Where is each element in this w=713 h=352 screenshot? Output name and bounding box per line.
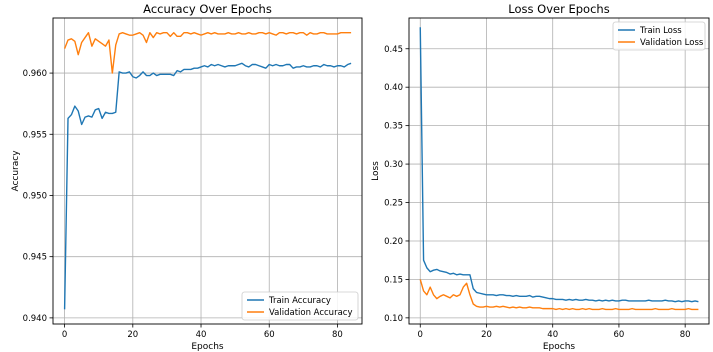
accuracy-axes-frame: [52, 17, 363, 325]
loss-ytick-label-1: 0.15: [384, 275, 403, 285]
accuracy-xtick-label-3: 60: [264, 330, 275, 340]
loss-series-line-0: [419, 27, 699, 303]
accuracy-ytick-label-4: 0.960: [23, 69, 47, 79]
loss-ytick-label-7: 0.45: [384, 45, 403, 55]
loss-ytick-label-3: 0.25: [384, 199, 403, 209]
loss-series-line-1: [419, 279, 699, 311]
accuracy-plot-area: [53, 18, 362, 324]
loss-y-axis-label: Loss: [371, 161, 381, 181]
accuracy-series-line-1: [63, 31, 352, 74]
charts-root: 0 20 40 60 80 0.940 0.945 0.950 0.955 0.960 Accura…: [11, 2, 710, 352]
accuracy-legend-label-1: Validation Accuracy: [269, 308, 352, 318]
loss-xtick-label-3: 60: [614, 330, 625, 340]
loss-ytick-label-6: 0.40: [384, 83, 403, 93]
accuracy-ytick-label-1: 0.945: [23, 253, 47, 263]
loss-xtick-label-4: 80: [680, 330, 691, 340]
loss-chart-title: Loss Over Epochs: [508, 2, 609, 16]
loss-xtick-label-1: 20: [481, 330, 492, 340]
accuracy-series-line-0: [63, 62, 352, 310]
loss-ytick-label-2: 0.20: [384, 237, 403, 247]
accuracy-legend: Train Accuracy Validation Accuracy: [241, 291, 359, 321]
loss-chart: 0 20 40 60 80 0.10 0.15 0.20 0.25 0.30 0.35 0.40 0.4…: [371, 2, 710, 352]
loss-legend: Train Loss Validation Loss: [612, 21, 706, 51]
accuracy-ytick-label-2: 0.950: [23, 191, 47, 201]
accuracy-ytick-label-3: 0.955: [23, 130, 47, 140]
loss-ytick-label-4: 0.30: [384, 160, 403, 170]
loss-x-axis-label: Epochs: [543, 342, 576, 352]
loss-axes-frame: [408, 17, 710, 325]
accuracy-xtick-label-0: 0: [62, 330, 67, 340]
loss-legend-label-0: Train Loss: [639, 26, 682, 36]
accuracy-ytick-label-0: 0.940: [23, 314, 47, 324]
loss-ytick-label-5: 0.35: [384, 122, 403, 132]
accuracy-xtick-label-2: 40: [196, 330, 207, 340]
accuracy-xtick-label-1: 20: [127, 330, 138, 340]
loss-xtick-label-2: 40: [547, 330, 558, 340]
accuracy-legend-box: [241, 291, 359, 321]
accuracy-xtick-label-4: 80: [332, 330, 343, 340]
accuracy-chart: 0 20 40 60 80 0.940 0.945 0.950 0.955 0.960 Accura…: [11, 2, 363, 352]
loss-legend-label-1: Validation Loss: [640, 38, 704, 48]
loss-xtick-label-0: 0: [418, 330, 423, 340]
accuracy-legend-label-0: Train Accuracy: [268, 296, 331, 306]
loss-plot-area: [409, 18, 709, 324]
accuracy-x-axis-label: Epochs: [191, 342, 224, 352]
loss-ytick-label-0: 0.10: [384, 314, 403, 324]
accuracy-chart-title: Accuracy Over Epochs: [143, 2, 272, 16]
loss-legend-box: [612, 21, 706, 51]
accuracy-y-axis-label: Accuracy: [11, 150, 21, 192]
